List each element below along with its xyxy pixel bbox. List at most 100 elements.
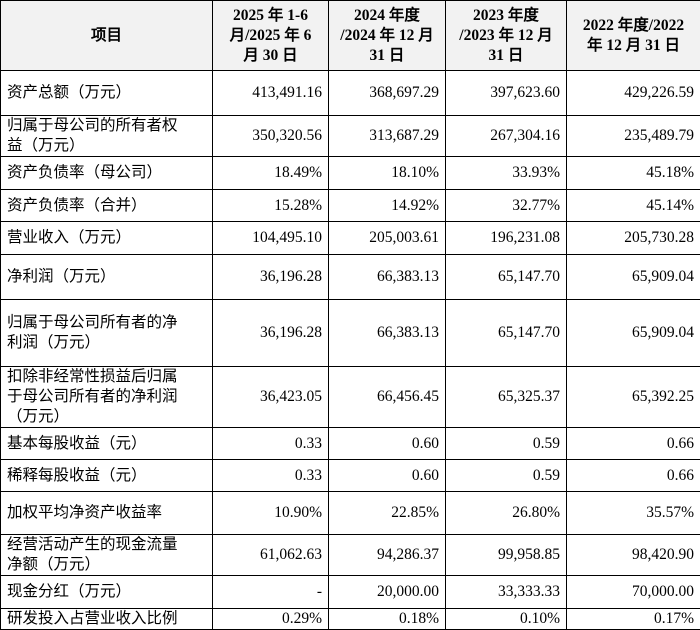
value-cell: 65,325.37	[446, 367, 567, 428]
text-line: 加权平均净资产收益率	[7, 503, 206, 523]
row-label: 资产负债率（合并）	[1, 190, 213, 222]
value-cell: 397,623.60	[446, 71, 567, 116]
row-label: 经营活动产生的现金流量净额（万元）	[1, 535, 213, 576]
text-line: 2023 年度	[452, 6, 560, 26]
value-cell: 65,147.70	[446, 300, 567, 367]
text-line: 2024 年度	[335, 6, 439, 26]
value-cell: 0.10%	[446, 609, 567, 630]
value-cell: 0.60	[329, 428, 446, 460]
value-cell: 10.90%	[213, 492, 329, 535]
text-line: 2022 年度/2022	[573, 16, 694, 36]
text-line: 研发投入占营业收入比例	[7, 609, 206, 629]
row-label: 扣除非经常性损益后归属于母公司所有者的净利润（万元）	[1, 367, 213, 428]
value-cell: 36,196.28	[213, 255, 329, 300]
text-line: 营业收入（万元）	[7, 228, 206, 248]
value-cell: 413,491.16	[213, 71, 329, 116]
value-cell: 0.59	[446, 428, 567, 460]
text-line: 于母公司所有者的净利润	[7, 387, 206, 407]
row-label: 归属于母公司的所有者权益（万元）	[1, 116, 213, 157]
text-line: 31 日	[335, 46, 439, 66]
text-line: 净利润（万元）	[7, 267, 206, 287]
value-cell: 18.10%	[329, 157, 446, 190]
text-line: 利润（万元）	[7, 333, 206, 353]
value-cell: 45.18%	[567, 157, 700, 190]
value-cell: 104,495.10	[213, 222, 329, 255]
value-cell: 99,958.85	[446, 535, 567, 576]
text-line: 31 日	[452, 46, 560, 66]
text-line: 月 30 日	[219, 46, 322, 66]
value-cell: 313,687.29	[329, 116, 446, 157]
value-cell: 0.66	[567, 460, 700, 492]
value-cell: 15.28%	[213, 190, 329, 222]
value-cell: 65,392.25	[567, 367, 700, 428]
value-cell: 350,320.56	[213, 116, 329, 157]
text-line: /2023 年 12 月	[452, 26, 560, 46]
value-cell: 235,489.79	[567, 116, 700, 157]
value-cell: 205,003.61	[329, 222, 446, 255]
row-label: 稀释每股收益（元）	[1, 460, 213, 492]
value-cell: 65,147.70	[446, 255, 567, 300]
value-cell: 45.14%	[567, 190, 700, 222]
text-line: 现金分红（万元）	[7, 582, 206, 602]
value-cell: 33,333.33	[446, 576, 567, 609]
text-line: 净额（万元）	[7, 555, 206, 575]
text-line: （万元）	[7, 407, 206, 427]
row-label: 资产负债率（母公司）	[1, 157, 213, 190]
value-cell: 0.29%	[213, 609, 329, 630]
value-cell: 65,909.04	[567, 255, 700, 300]
value-cell: 61,062.63	[213, 535, 329, 576]
row-label: 净利润（万元）	[1, 255, 213, 300]
text-line: 归属于母公司的所有者权	[7, 116, 206, 136]
row-label: 归属于母公司所有者的净利润（万元）	[1, 300, 213, 367]
value-cell: 0.60	[329, 460, 446, 492]
row-label: 现金分红（万元）	[1, 576, 213, 609]
value-cell: 0.66	[567, 428, 700, 460]
value-cell: 26.80%	[446, 492, 567, 535]
text-line: 益（万元）	[7, 136, 206, 156]
value-cell: 66,383.13	[329, 255, 446, 300]
row-label: 营业收入（万元）	[1, 222, 213, 255]
value-cell: 267,304.16	[446, 116, 567, 157]
value-cell: 94,286.37	[329, 535, 446, 576]
value-cell: 32.77%	[446, 190, 567, 222]
value-cell: 0.59	[446, 460, 567, 492]
value-cell: 70,000.00	[567, 576, 700, 609]
text-line: 项目	[7, 26, 206, 46]
value-cell: 0.17%	[567, 609, 700, 630]
value-cell: 36,423.05	[213, 367, 329, 428]
value-cell: 66,456.45	[329, 367, 446, 428]
text-line: /2024 年 12 月	[335, 26, 439, 46]
value-cell: 33.93%	[446, 157, 567, 190]
value-cell: 66,383.13	[329, 300, 446, 367]
value-cell: 368,697.29	[329, 71, 446, 116]
text-line: 月/2025 年 6	[219, 26, 322, 46]
value-cell: 22.85%	[329, 492, 446, 535]
text-line: 年 12 月 31 日	[573, 36, 694, 56]
text-line: 资产负债率（母公司）	[7, 163, 206, 183]
row-label: 加权平均净资产收益率	[1, 492, 213, 535]
text-line: 资产总额（万元）	[7, 83, 206, 103]
value-cell: 20,000.00	[329, 576, 446, 609]
text-line: 资产负债率（合并）	[7, 196, 206, 216]
text-line: 基本每股收益（元）	[7, 434, 206, 454]
header-cell: 项目	[1, 1, 213, 71]
row-label: 资产总额（万元）	[1, 71, 213, 116]
value-cell: 0.33	[213, 428, 329, 460]
value-cell: 0.33	[213, 460, 329, 492]
value-cell: 36,196.28	[213, 300, 329, 367]
text-line: 稀释每股收益（元）	[7, 466, 206, 486]
text-line: 扣除非经常性损益后归属	[7, 367, 206, 387]
